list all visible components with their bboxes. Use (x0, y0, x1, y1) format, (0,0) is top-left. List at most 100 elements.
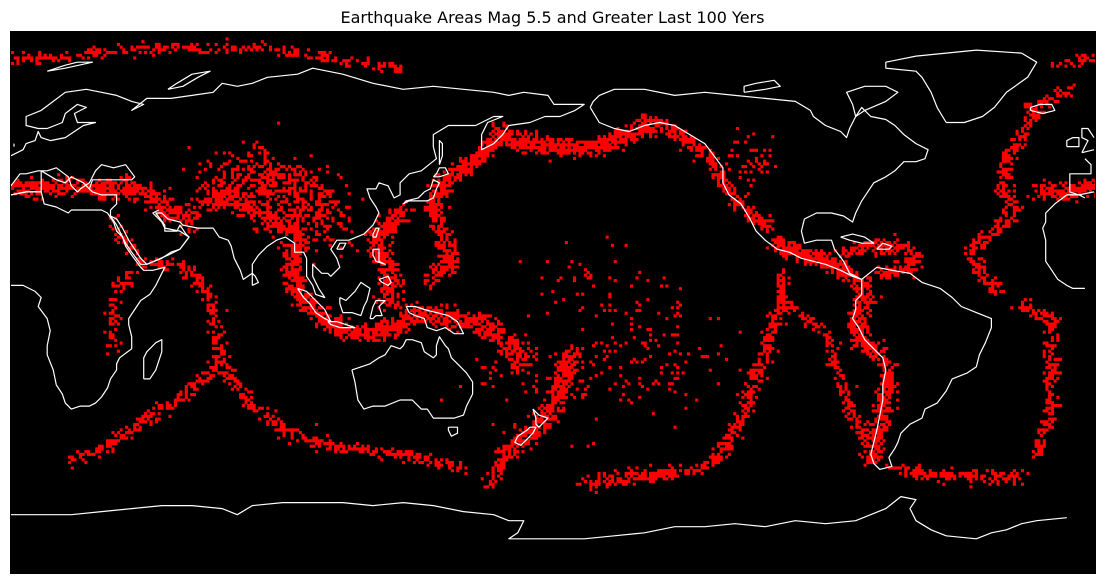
earthquake-marker (1001, 151, 1006, 155)
earthquake-marker (526, 341, 530, 345)
earthquake-marker (545, 425, 549, 429)
earthquake-marker (315, 325, 319, 329)
earthquake-marker (293, 194, 297, 199)
earthquake-marker (377, 333, 381, 337)
earthquake-marker (749, 395, 753, 399)
earthquake-marker (901, 243, 905, 247)
earthquake-marker (347, 447, 351, 451)
earthquake-marker (548, 143, 552, 147)
earthquake-marker (782, 270, 786, 275)
earthquake-marker (1045, 341, 1049, 345)
earthquake-marker (453, 251, 457, 256)
earthquake-marker (304, 300, 308, 304)
earthquake-marker (681, 137, 685, 141)
earthquake-marker (225, 341, 229, 345)
earthquake-marker (450, 254, 454, 258)
earthquake-marker (222, 205, 226, 209)
earthquake-marker (792, 306, 797, 310)
earthquake-marker (556, 390, 560, 394)
earthquake-marker (296, 205, 300, 209)
earthquake-marker (874, 251, 878, 256)
earthquake-marker (1031, 450, 1035, 454)
earthquake-marker (298, 300, 302, 304)
earthquake-marker (477, 311, 482, 315)
earthquake-marker (855, 270, 859, 275)
earthquake-marker (380, 300, 384, 304)
earthquake-marker (535, 140, 539, 144)
earthquake-marker (163, 205, 167, 209)
earthquake-marker (928, 471, 932, 475)
earthquake-marker (982, 243, 987, 247)
earthquake-marker (879, 401, 883, 405)
earthquake-marker (972, 469, 976, 473)
earthquake-marker (578, 482, 582, 486)
earthquake-marker (896, 238, 900, 242)
earthquake-marker (570, 148, 574, 152)
earthquake-marker (896, 398, 900, 402)
earthquake-marker (695, 463, 699, 467)
earthquake-marker (388, 219, 392, 223)
earthquake-marker (393, 284, 397, 288)
earthquake-marker (309, 292, 313, 296)
earthquake-marker (692, 140, 696, 144)
earthquake-marker (543, 398, 547, 402)
earthquake-marker (1077, 64, 1082, 68)
earthquake-marker (556, 143, 560, 147)
earthquake-marker (464, 325, 468, 329)
earthquake-marker (78, 452, 82, 456)
earthquake-marker (247, 211, 251, 215)
earthquake-marker (456, 330, 460, 334)
earthquake-marker (214, 357, 218, 361)
earthquake-marker (855, 251, 859, 256)
earthquake-marker (209, 322, 213, 326)
earthquake-marker (263, 211, 267, 215)
earthquake-marker (1039, 110, 1044, 114)
earthquake-marker (535, 414, 539, 418)
earthquake-marker (784, 322, 788, 326)
earthquake-marker (30, 175, 34, 179)
earthquake-marker (222, 379, 226, 383)
earthquake-marker (309, 205, 313, 209)
earthquake-marker (190, 222, 194, 226)
earthquake-marker (328, 314, 332, 318)
earthquake-marker (396, 452, 400, 456)
earthquake-marker (361, 325, 365, 329)
earthquake-marker (445, 192, 449, 196)
earthquake-marker (885, 273, 889, 277)
earthquake-marker (483, 154, 487, 158)
earthquake-marker (127, 276, 131, 280)
earthquake-marker (535, 436, 539, 440)
earthquake-marker (209, 374, 213, 378)
earthquake-marker (868, 355, 873, 359)
earthquake-marker (749, 401, 753, 405)
earthquake-marker (839, 341, 843, 345)
earthquake-marker (464, 317, 468, 321)
earthquake-marker (1042, 444, 1046, 448)
earthquake-marker (306, 222, 311, 226)
earthquake-marker (600, 146, 604, 150)
earthquake-marker (863, 295, 867, 299)
earthquake-marker (855, 308, 859, 313)
earthquake-marker (877, 363, 881, 367)
earthquake-marker (852, 330, 856, 334)
earthquake-marker (201, 371, 205, 375)
earthquake-marker (293, 227, 297, 231)
earthquake-marker (301, 300, 305, 304)
earthquake-marker (304, 181, 308, 185)
earthquake-marker (103, 192, 107, 196)
earthquake-marker (651, 477, 655, 481)
earthquake-marker (515, 360, 520, 364)
earthquake-marker (917, 251, 921, 256)
earthquake-marker (239, 213, 243, 218)
earthquake-marker (513, 146, 517, 150)
earthquake-marker (374, 230, 378, 234)
earthquake-marker (719, 173, 723, 177)
earthquake-marker (825, 338, 829, 342)
earthquake-marker (866, 441, 870, 446)
earthquake-marker (496, 447, 501, 451)
earthquake-marker (963, 251, 968, 256)
earthquake-marker (1075, 200, 1079, 204)
earthquake-marker (448, 466, 452, 470)
earthquake-marker (879, 441, 883, 446)
earthquake-marker (1048, 365, 1052, 370)
